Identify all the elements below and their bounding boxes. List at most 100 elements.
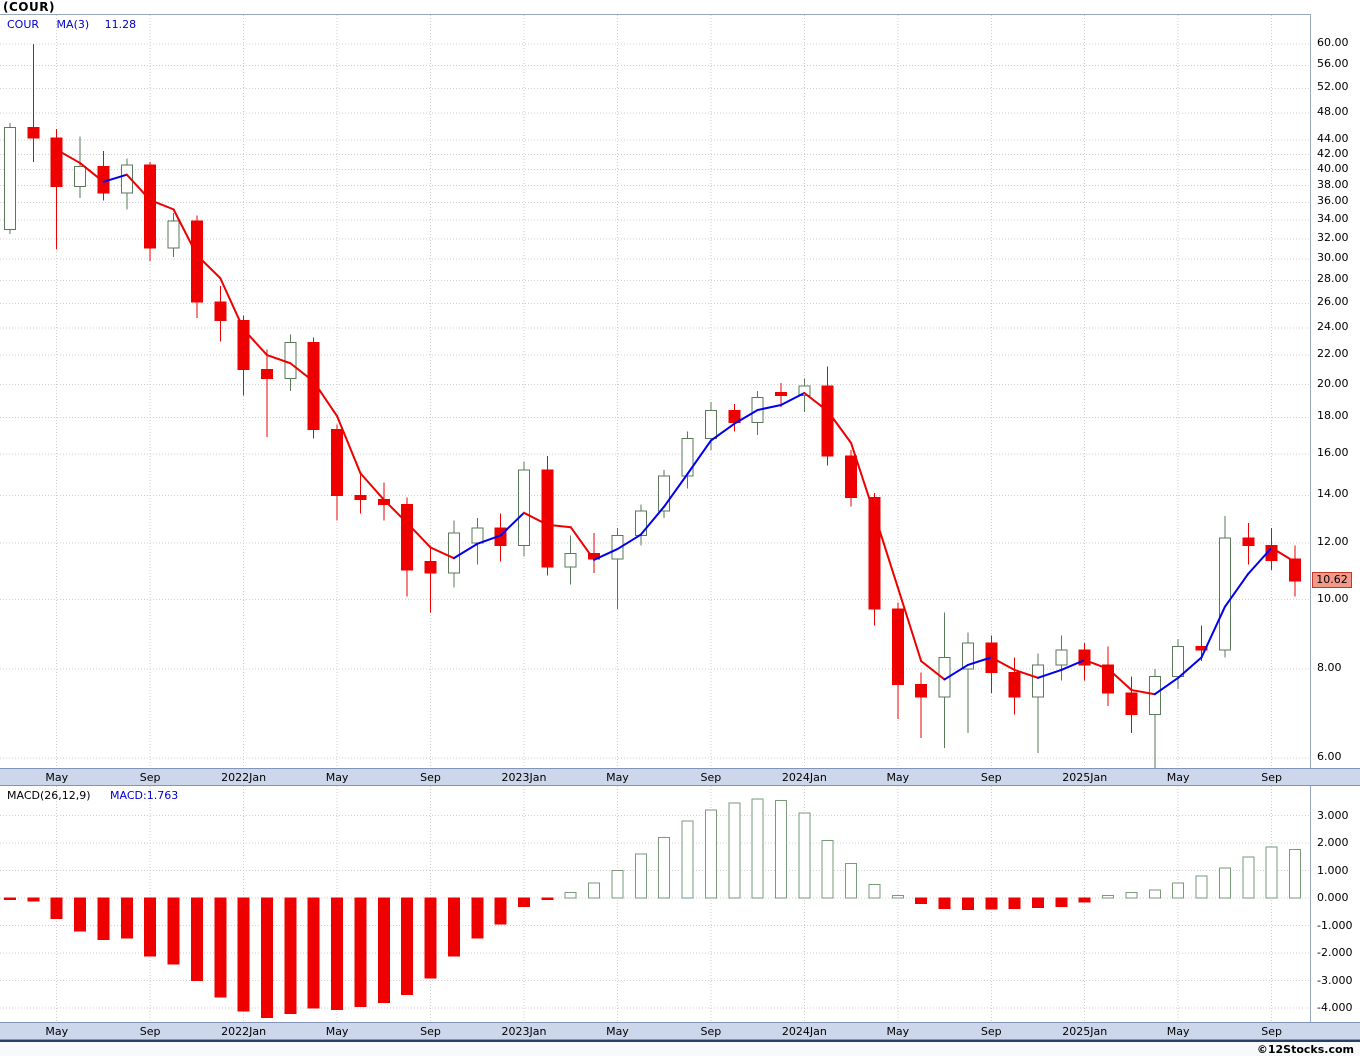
x-axis-label: Sep	[420, 1025, 441, 1038]
ma3-segment	[429, 546, 455, 560]
ma3-segment	[569, 526, 596, 561]
macd-bar	[1102, 894, 1115, 899]
x-axis-label: May	[886, 771, 910, 784]
price-chart-svg	[0, 15, 1310, 769]
ma3-segment	[896, 586, 923, 663]
macd-bar	[1031, 897, 1044, 909]
macd-axis-tick: -4.000	[1317, 1001, 1353, 1014]
candle-body	[354, 494, 367, 501]
price-axis-tick: 12.00	[1317, 535, 1349, 549]
candle-body	[681, 438, 694, 477]
ma3-segment	[336, 415, 362, 475]
macd-bar	[307, 897, 320, 1009]
price-legend: COUR MA(3) 11.28	[7, 18, 136, 31]
candle-body	[634, 510, 647, 536]
candle-body	[190, 220, 203, 303]
price-axis-tick: 8.00	[1317, 660, 1342, 674]
price-axis-tick: 52.00	[1317, 80, 1349, 94]
ma3-segment	[1223, 572, 1250, 608]
macd-axis: 3.000 2.000 1.000 0.000 -1.000 -2.000 -3.000 -4…	[1312, 786, 1360, 1022]
macd-bar	[144, 897, 157, 957]
candle-body	[1102, 664, 1115, 694]
macd-axis-tick: 2.000	[1317, 836, 1349, 849]
macd-bar	[120, 897, 133, 939]
price-panel: COUR MA(3) 11.28	[0, 14, 1311, 769]
candle-body	[845, 455, 858, 498]
macd-bar	[938, 897, 951, 909]
title-bar: (COUR)	[0, 0, 1360, 14]
x-axis-label: May	[1166, 1025, 1190, 1038]
ma3-segment	[219, 277, 245, 331]
legend-symbol: COUR	[7, 18, 40, 31]
ma3-segment	[593, 548, 619, 561]
ma3-segment	[1153, 676, 1180, 696]
ma3-segment	[242, 328, 268, 357]
macd-bar	[1078, 897, 1091, 903]
macd-bar	[751, 798, 764, 899]
price-axis-tick: 56.00	[1317, 57, 1349, 71]
x-axis-label: Sep	[139, 1025, 161, 1038]
macd-bar	[424, 897, 437, 979]
ma3-segment	[312, 380, 339, 418]
macd-bar	[494, 897, 507, 925]
price-axis-tick: 26.00	[1317, 295, 1349, 309]
candle-body	[260, 369, 273, 380]
price-axis-tick: 22.00	[1317, 347, 1349, 361]
macd-bar	[517, 897, 530, 907]
ma3-segment	[1083, 659, 1110, 670]
price-gridlines	[0, 15, 1310, 769]
candle-body	[331, 429, 344, 496]
macd-axis-tick: -1.000	[1317, 918, 1353, 932]
ma3-segment	[476, 534, 502, 545]
x-axis-label: May	[606, 771, 629, 784]
x-axis-label: 2024Jan	[781, 1025, 827, 1038]
macd-bar	[798, 812, 811, 899]
ma3-segment	[1036, 668, 1063, 679]
x-axis-label: Sep	[1261, 771, 1282, 784]
price-axis-tick: 44.00	[1317, 132, 1349, 146]
watermark: ©12Stocks.com	[1256, 1043, 1354, 1056]
macd-bar	[97, 897, 110, 940]
macd-bar	[401, 897, 414, 995]
macd-axis-tick: 0.000	[1317, 891, 1349, 904]
candle-body	[424, 561, 437, 574]
price-axis-tick: 36.00	[1317, 194, 1349, 208]
macd-bar	[634, 853, 647, 899]
candle-body	[915, 684, 928, 698]
ma3-segment	[172, 208, 198, 257]
x-axis-label: 2024Jan	[781, 771, 827, 784]
price-axis-tick: 30.00	[1317, 250, 1349, 264]
x-axis-label: Sep	[139, 771, 161, 784]
candle-body	[1078, 649, 1091, 666]
macd-panel: MACD(26,12,9) MACD:1.763	[0, 786, 1311, 1022]
candle-body	[214, 301, 227, 321]
candle-body	[1242, 537, 1255, 547]
x-axis-label: Sep	[980, 1025, 1002, 1038]
candle-body	[1288, 558, 1301, 582]
macd-bar	[681, 820, 694, 899]
macd-bar	[190, 897, 203, 981]
last-price-tag: 10.62	[1312, 571, 1352, 588]
x-axis-label: May	[606, 1025, 629, 1038]
price-axis-tick: 48.00	[1317, 105, 1349, 119]
price-axis-tick: 60.00	[1317, 36, 1349, 49]
x-axis-band-bottom: May Sep 2022Jan May Sep 2023Jan May Sep 2024Jan M…	[0, 1022, 1360, 1040]
price-axis-tick: 18.00	[1317, 409, 1349, 423]
candles	[4, 44, 1301, 769]
x-axis-label: 2022Jan	[221, 771, 267, 784]
ma3-segment	[1270, 546, 1296, 563]
x-axis-label: Sep	[700, 771, 722, 784]
macd-bar	[237, 897, 250, 1012]
page-title: (COUR)	[3, 0, 55, 14]
ma3-segment	[452, 542, 479, 560]
macd-bar	[564, 892, 577, 899]
price-axis-tick: 28.00	[1317, 272, 1349, 286]
macd-axis-tick: 3.000	[1317, 808, 1349, 822]
candle-body	[938, 656, 951, 698]
macd-chart-svg	[0, 786, 1310, 1022]
price-axis-tick: 38.00	[1317, 177, 1349, 191]
ma3-segment	[826, 410, 853, 445]
candle-body	[1195, 645, 1208, 651]
macd-bar	[774, 799, 787, 899]
macd-bar	[331, 897, 344, 1010]
